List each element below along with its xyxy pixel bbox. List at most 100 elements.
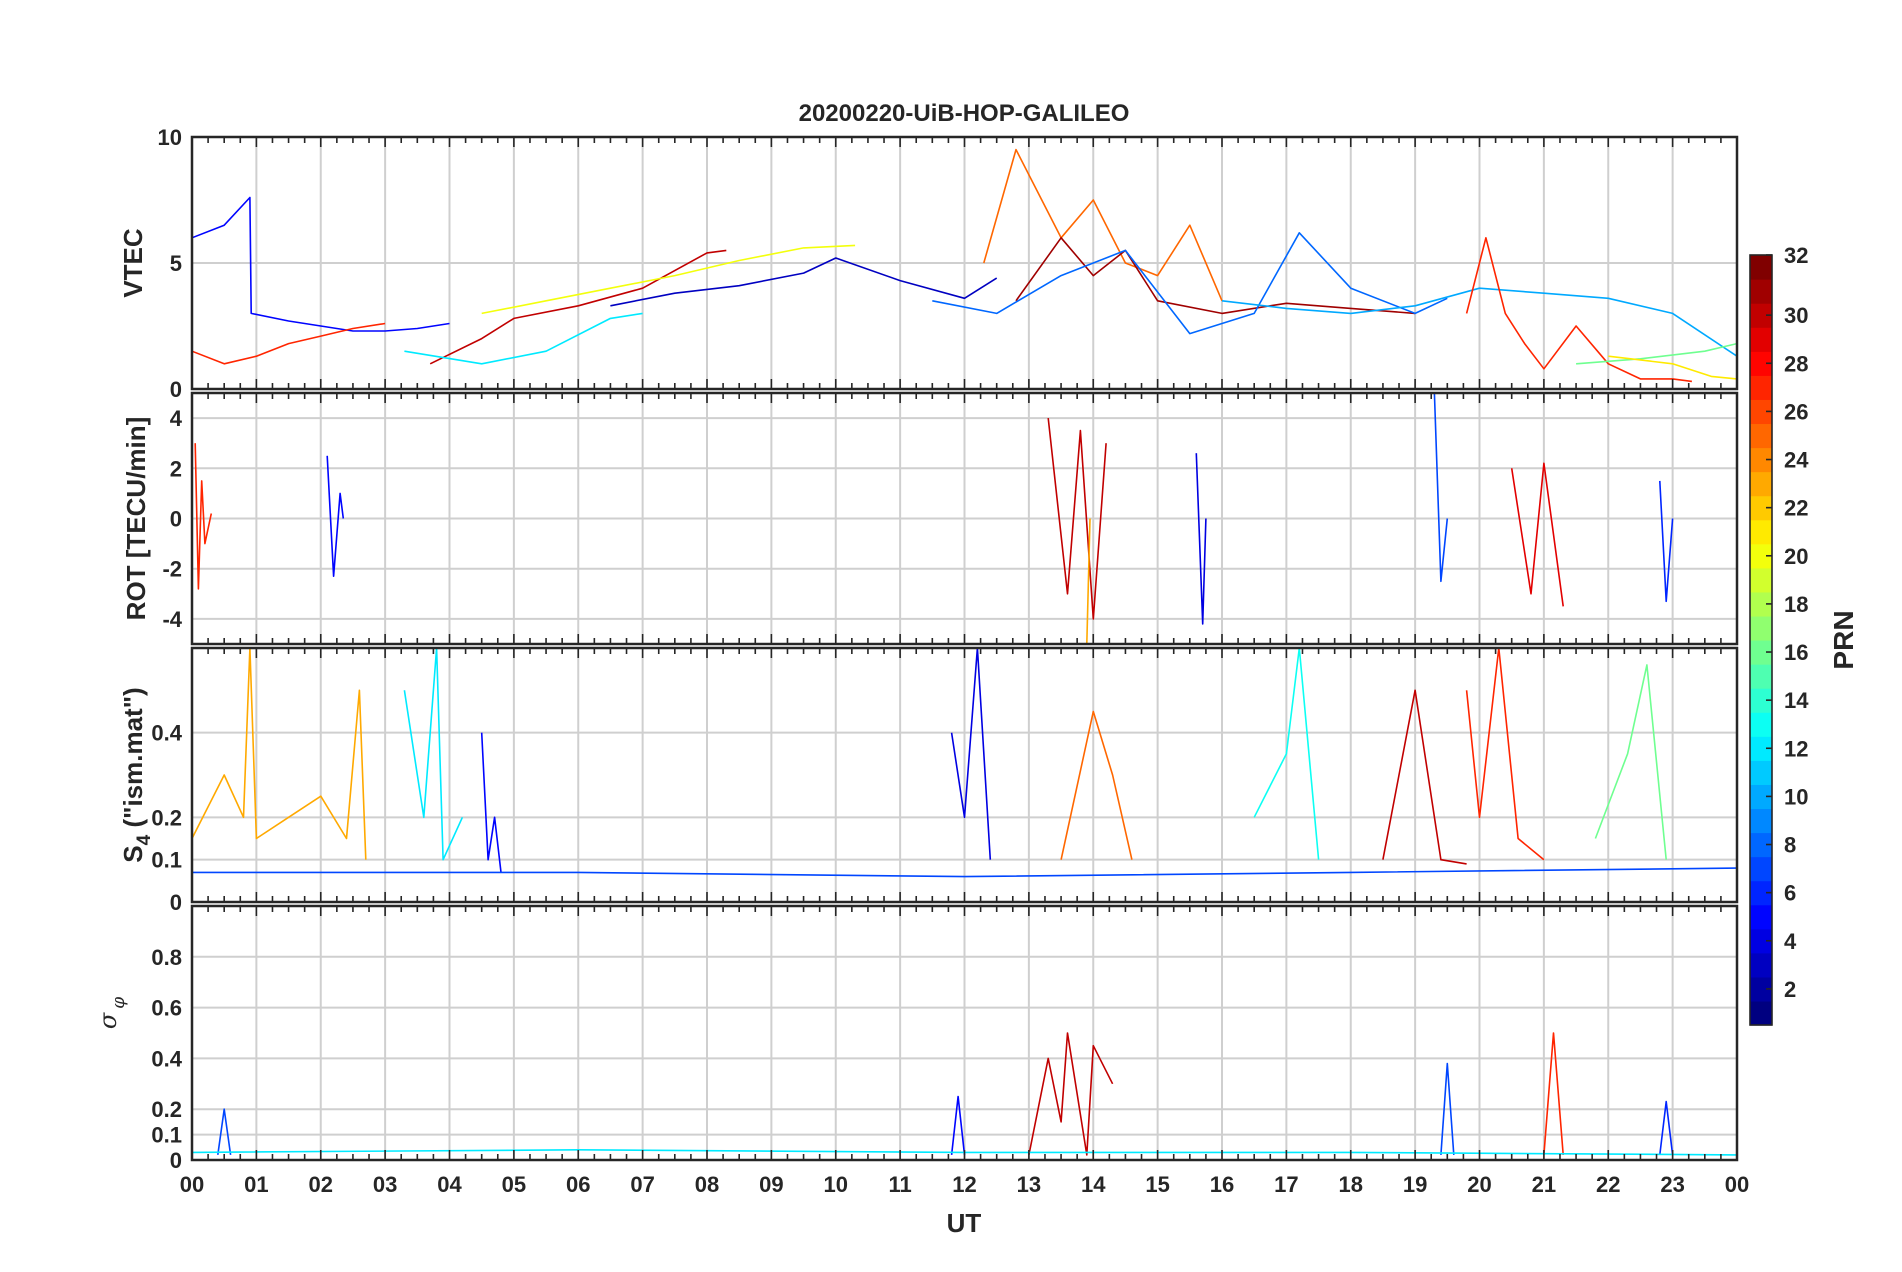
y-tick-label: 0.4 — [151, 1046, 182, 1071]
figure-title: 20200220-UiB-HOP-GALILEO — [799, 100, 1130, 127]
y-tick-label: 0 — [170, 377, 182, 402]
colorbar-swatch — [1750, 447, 1772, 473]
x-tick-label: 00 — [180, 1172, 204, 1197]
x-tick-label: 13 — [1017, 1172, 1041, 1197]
series-sigma_phi-prn7-0 — [217, 1108, 232, 1156]
colorbar-tick-label: 8 — [1784, 833, 1796, 858]
series-s4-prn12-1 — [403, 648, 464, 861]
colorbar-swatch — [1750, 615, 1772, 641]
y-tick-label: 0 — [170, 890, 182, 915]
colorbar-swatch — [1750, 904, 1772, 930]
y-tick-label: 0.6 — [151, 996, 182, 1021]
x-tick-label: 10 — [824, 1172, 848, 1197]
y-tick-label: 0 — [170, 1148, 182, 1173]
colorbar-swatch — [1750, 928, 1772, 954]
y-tick-label: 0.1 — [151, 848, 182, 873]
panel-sigma_phi: 00.10.2 0.4 0.6 0.8 σφ 00 01 02 03 04 05 06 07 08 09 10… — [94, 904, 1749, 1197]
series-s4-prn5-2 — [480, 732, 502, 873]
x-tick-label: 22 — [1596, 1172, 1620, 1197]
colorbar-tick-label: 20 — [1784, 544, 1808, 569]
x-tick-label: 19 — [1403, 1172, 1427, 1197]
series-vtec-prn3-5 — [610, 257, 998, 307]
colorbar-label: PRN — [1828, 610, 1859, 669]
colorbar-tick-label: 16 — [1784, 640, 1808, 665]
series-sigma_phi-prn27-4 — [1543, 1032, 1564, 1155]
colorbar-swatch — [1750, 303, 1772, 328]
colorbar-tick-label: 14 — [1784, 688, 1809, 713]
x-tick-label: 09 — [759, 1172, 783, 1197]
series-vtec-prn20-4 — [481, 244, 856, 315]
x-tick-label: 08 — [695, 1172, 719, 1197]
y-tick-label: 10 — [158, 125, 182, 150]
colorbar-swatch — [1750, 784, 1772, 810]
colorbar-swatch — [1750, 952, 1772, 978]
colorbar-swatch — [1750, 1000, 1772, 1026]
series-vtec-prn12-3 — [404, 312, 643, 365]
y-tick-label: 0.8 — [151, 945, 182, 970]
series-sigma_phi-prn6-5 — [1659, 1100, 1674, 1155]
panel-s4: 0 0.1 0.2 0.4S4 ("ism.mat") — [118, 646, 1739, 915]
x-tick-label: 20 — [1467, 1172, 1491, 1197]
series-s4-prn7-9 — [192, 867, 1737, 878]
colorbar-tick-label: 22 — [1784, 496, 1808, 521]
series-s4-prn30-6 — [1382, 689, 1467, 865]
colorbar-swatch — [1750, 664, 1772, 689]
y-tick-label: 2 — [170, 456, 182, 481]
series-rot-prn4-4 — [1195, 453, 1207, 625]
x-tick-label: 23 — [1660, 1172, 1684, 1197]
colorbar-swatch — [1750, 591, 1772, 617]
panel-vtec: 0 5 10 VTEC — [118, 125, 1739, 402]
series-vtec-prn16-11 — [1576, 342, 1737, 365]
colorbar-swatch — [1750, 375, 1772, 400]
colorbar-tick-label: 12 — [1784, 736, 1808, 761]
y-tick-label: 5 — [170, 251, 182, 276]
colorbar-swatch — [1750, 255, 1772, 280]
colorbar-swatch — [1750, 351, 1772, 376]
colorbar-swatch — [1750, 808, 1772, 834]
x-tick-label: 16 — [1210, 1172, 1234, 1197]
series-rot-prn29-6 — [1510, 462, 1564, 607]
series-rot-prn23-3 — [1086, 518, 1091, 644]
colorbar-tick-label: 30 — [1784, 303, 1808, 328]
colorbar-swatch — [1750, 976, 1772, 1002]
colorbar-swatch — [1750, 880, 1772, 906]
x-tick-label: 02 — [309, 1172, 333, 1197]
y-axis-label: σφ — [94, 997, 129, 1029]
colorbar-swatch — [1750, 688, 1772, 713]
colorbar-swatch — [1750, 471, 1772, 497]
colorbar-swatch — [1750, 543, 1772, 569]
colorbar-swatch — [1750, 519, 1772, 545]
colorbar-tick-label: 32 — [1784, 243, 1808, 268]
colorbar-swatch — [1750, 327, 1772, 352]
x-tick-label: 15 — [1145, 1172, 1169, 1197]
y-tick-label: -2 — [162, 557, 182, 582]
series-vtec-prn27-10 — [1465, 237, 1693, 383]
colorbar-swatch — [1750, 832, 1772, 858]
series-vtec-prn21-12 — [1608, 355, 1737, 380]
series-s4-prn4-3 — [950, 648, 992, 860]
colorbar-tick-label: 26 — [1784, 399, 1808, 424]
series-s4-prn13-5 — [1253, 648, 1320, 860]
series-vtec-prn27-1 — [192, 322, 386, 365]
y-axis-label: S4 ("ism.mat") — [118, 687, 155, 862]
y-tick-label: 0.2 — [151, 1097, 182, 1122]
x-tick-label: 14 — [1081, 1172, 1106, 1197]
series-vtec-prn25-6 — [983, 148, 1223, 302]
series-s4-prn27-7 — [1465, 648, 1545, 861]
x-tick-label: 12 — [952, 1172, 976, 1197]
series-vtec-prn8-8 — [932, 232, 1448, 335]
colorbar-swatch — [1750, 736, 1772, 761]
colorbar-swatch — [1750, 567, 1772, 593]
series-rot-prn27-0 — [194, 443, 213, 590]
colorbar-frame — [1749, 254, 1773, 1026]
colorbar-swatch — [1750, 760, 1772, 785]
colorbar-tick-label: 18 — [1784, 592, 1808, 617]
y-axis-label: ROT [TECU/min] — [121, 417, 151, 621]
colorbar-tick-label: 4 — [1784, 929, 1797, 954]
colorbar-swatch — [1750, 640, 1772, 665]
series-sigma_phi-prn5-2 — [950, 1095, 966, 1155]
series-s4-prn16-8 — [1594, 664, 1667, 860]
y-tick-label: 0.2 — [151, 805, 182, 830]
colorbar-swatch — [1750, 279, 1772, 304]
